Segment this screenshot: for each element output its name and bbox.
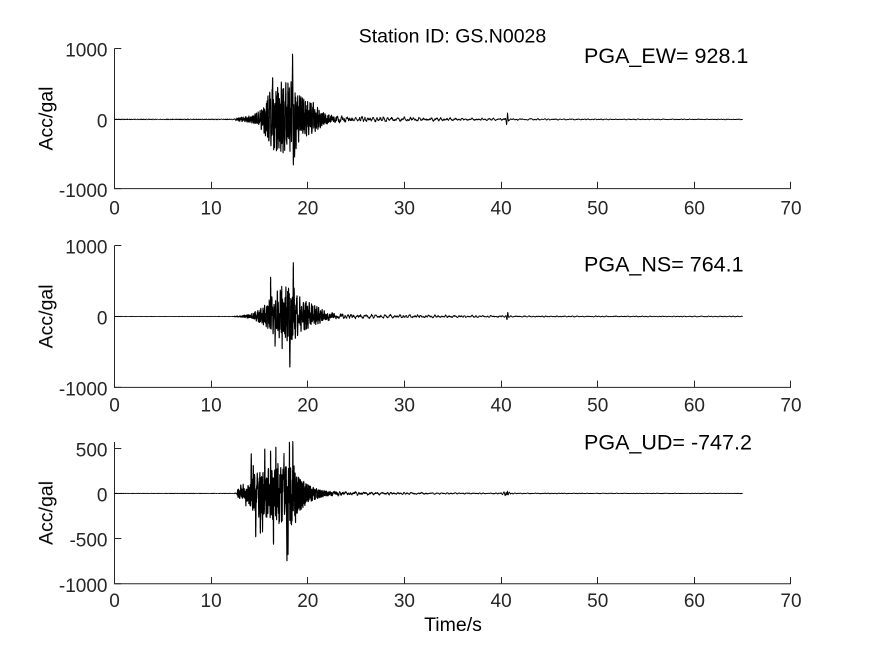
- svg-text:Acc/gal: Acc/gal: [36, 284, 58, 348]
- svg-text:Time/s: Time/s: [424, 614, 482, 636]
- svg-text:10: 10: [201, 591, 222, 612]
- svg-text:20: 20: [297, 395, 318, 416]
- svg-text:30: 30: [394, 395, 415, 416]
- svg-text:0: 0: [109, 591, 120, 612]
- svg-text:PGA_NS= 764.1: PGA_NS= 764.1: [584, 253, 744, 277]
- svg-text:40: 40: [491, 198, 512, 219]
- svg-text:60: 60: [684, 395, 705, 416]
- svg-text:40: 40: [491, 591, 512, 612]
- svg-text:40: 40: [491, 395, 512, 416]
- svg-text:0: 0: [97, 309, 108, 330]
- svg-text:Acc/gal: Acc/gal: [36, 481, 58, 545]
- svg-text:Station ID: GS.N0028: Station ID: GS.N0028: [359, 26, 547, 48]
- svg-text:0: 0: [97, 112, 108, 133]
- svg-text:-1000: -1000: [59, 181, 108, 202]
- svg-text:0: 0: [97, 486, 108, 507]
- svg-text:10: 10: [201, 395, 222, 416]
- svg-text:50: 50: [587, 395, 608, 416]
- svg-text:70: 70: [780, 395, 801, 416]
- svg-text:50: 50: [587, 198, 608, 219]
- svg-text:50: 50: [587, 591, 608, 612]
- svg-text:70: 70: [780, 198, 801, 219]
- svg-text:10: 10: [201, 198, 222, 219]
- svg-text:-500: -500: [69, 531, 107, 552]
- svg-text:PGA_EW= 928.1: PGA_EW= 928.1: [584, 44, 748, 68]
- svg-text:500: 500: [76, 441, 108, 462]
- svg-text:20: 20: [297, 198, 318, 219]
- svg-text:1000: 1000: [65, 238, 107, 259]
- svg-text:20: 20: [297, 591, 318, 612]
- svg-text:-1000: -1000: [59, 380, 108, 401]
- svg-text:60: 60: [684, 591, 705, 612]
- svg-text:30: 30: [394, 591, 415, 612]
- svg-text:1000: 1000: [65, 41, 107, 62]
- svg-text:-1000: -1000: [59, 576, 108, 597]
- svg-text:30: 30: [394, 198, 415, 219]
- svg-text:70: 70: [780, 591, 801, 612]
- svg-text:Acc/gal: Acc/gal: [36, 87, 58, 151]
- svg-text:0: 0: [109, 395, 120, 416]
- svg-text:60: 60: [684, 198, 705, 219]
- svg-text:0: 0: [109, 198, 120, 219]
- svg-text:PGA_UD= -747.2: PGA_UD= -747.2: [584, 431, 752, 455]
